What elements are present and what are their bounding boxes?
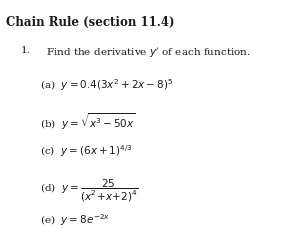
Text: (d)  $y = \dfrac{25}{(x^2\!+\!x\!+\!2)^4}$: (d) $y = \dfrac{25}{(x^2\!+\!x\!+\!2)^4}…	[40, 177, 139, 204]
Text: 1.: 1.	[21, 46, 31, 55]
Text: Find the derivative $y'$ of each function.: Find the derivative $y'$ of each functio…	[46, 46, 251, 60]
Text: (c)  $y = (6x + 1)^{4/3}$: (c) $y = (6x + 1)^{4/3}$	[40, 143, 133, 159]
Text: Chain Rule (section 11.4): Chain Rule (section 11.4)	[6, 16, 175, 29]
Text: (b)  $y = \sqrt{x^3 - 50x}$: (b) $y = \sqrt{x^3 - 50x}$	[40, 111, 136, 132]
Text: (e)  $y = 8e^{-2x}$: (e) $y = 8e^{-2x}$	[40, 212, 111, 228]
Text: (a)  $y = 0.4(3x^2 + 2x - 8)^5$: (a) $y = 0.4(3x^2 + 2x - 8)^5$	[40, 77, 174, 93]
